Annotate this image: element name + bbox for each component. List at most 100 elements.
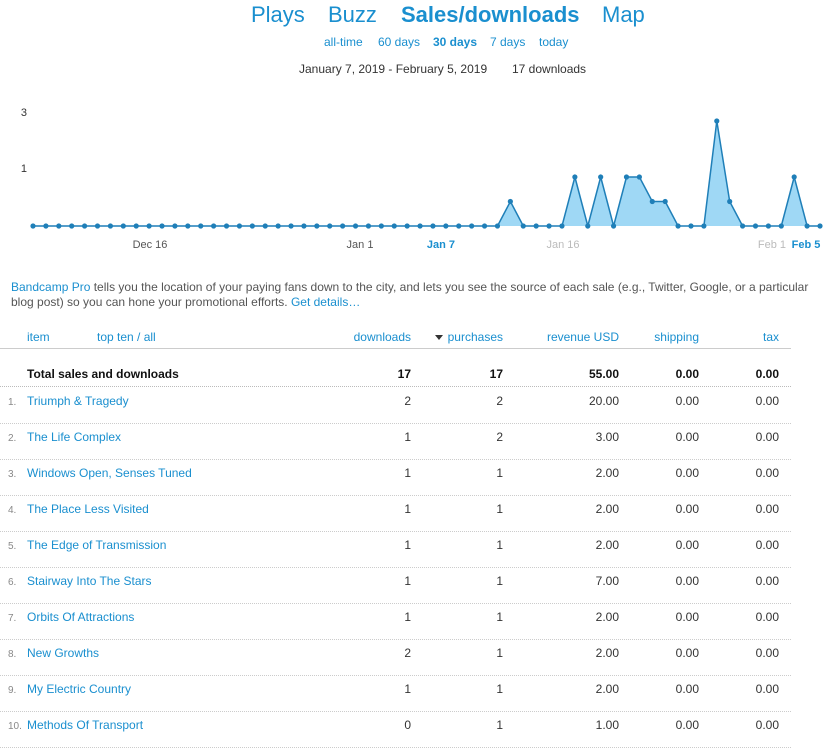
col-item[interactable]: item [27,330,50,344]
chart-point [714,118,720,124]
chart-point [765,223,771,229]
row-tax: 0.00 [755,502,779,516]
chart-point [82,223,88,229]
sort-desc-icon [434,335,443,340]
row-revenue: 7.00 [595,574,619,588]
chart-point [546,223,552,229]
main-tabs: Plays Buzz Sales/downloads Map [0,0,828,34]
tab-sales-downloads[interactable]: Sales/downloads [401,2,580,27]
chart-point [507,198,513,205]
row-title-link[interactable]: The Place Less Visited [27,502,149,516]
range-60-days[interactable]: 60 days [378,35,421,49]
chart-point [804,223,810,229]
row-title-link[interactable]: Methods Of Transport [27,718,144,732]
tab-buzz[interactable]: Buzz [328,2,377,27]
chart-point [69,223,75,229]
bandcamp-pro-link[interactable]: Bandcamp Pro [11,280,91,294]
range-7-days[interactable]: 7 days [490,35,526,49]
chart-point [701,223,707,229]
chart-point [585,223,591,229]
chart-point [107,223,114,229]
row-title-link[interactable]: New Growths [27,646,100,660]
row-title-link[interactable]: My Electric Country [27,682,132,696]
row-downloads: 2 [404,394,411,408]
tab-plays[interactable]: Plays [251,2,305,27]
total-revenue: 55.00 [588,367,619,381]
chart-point [494,223,501,229]
row-downloads: 0 [404,718,411,732]
row-downloads: 1 [404,466,411,480]
row-purchases: 2 [496,394,503,408]
row-title-link[interactable]: Orbits Of Attractions [27,610,135,624]
row-purchases: 1 [496,646,503,660]
chart-point [778,223,784,229]
chart-point [198,223,204,229]
table-row: 10. Methods Of Transport 0 1 1.00 0.00 0.00 [0,711,791,748]
row-revenue: 20.00 [588,394,619,408]
row-revenue: 2.00 [595,682,619,696]
range-today[interactable]: today [539,35,569,49]
row-purchases: 1 [496,502,503,516]
col-top-ten-all[interactable]: top ten / all [97,330,156,344]
col-shipping[interactable]: shipping [654,330,699,344]
row-title-link[interactable]: The Life Complex [27,430,122,444]
chart-point [649,198,655,205]
chart-point [365,223,372,229]
row-revenue: 3.00 [595,430,619,444]
row-number: 9. [8,685,17,696]
range-all-time[interactable]: all-time [324,35,363,49]
table-row: 1. Triumph & Tragedy 2 2 20.00 0.00 0.00 [0,387,791,424]
col-purchases[interactable]: purchases [434,330,503,344]
row-shipping: 0.00 [675,718,699,732]
chart-point [791,174,797,180]
row-revenue: 2.00 [595,538,619,552]
chart-point [636,174,642,180]
col-tax[interactable]: tax [762,330,779,344]
row-number: 6. [8,577,17,588]
chart-point [301,223,307,229]
row-shipping: 0.00 [675,394,699,408]
chart-point [185,223,191,229]
chart-point [623,174,630,180]
row-shipping: 0.00 [675,682,699,696]
col-revenue[interactable]: revenue USD [546,330,619,344]
row-downloads: 1 [404,502,411,516]
row-purchases: 1 [496,538,503,552]
chart-point [159,223,165,229]
table-row: 3. Windows Open, Senses Tuned 1 1 2.00 0.00 0.… [0,459,791,496]
chart-point [262,223,268,229]
chart-point [559,223,565,229]
table-header: item top ten / all downloads purchases r… [0,326,791,349]
chart-point [327,223,333,229]
pro-note-text: tells you the location of your paying fa… [11,280,809,309]
chart-point [404,223,410,229]
total-label: Total sales and downloads [27,367,179,381]
row-revenue: 1.00 [595,718,619,732]
row-title-link[interactable]: Triumph & Tragedy [27,394,129,408]
chart-point [314,223,320,229]
chart-point [288,223,294,229]
row-revenue: 2.00 [595,466,619,480]
row-number: 5. [8,541,17,552]
range-30-days[interactable]: 30 days [433,35,478,49]
row-title-link[interactable]: Stairway Into The Stars [27,574,152,588]
tab-map[interactable]: Map [602,2,645,27]
chart-point [120,223,126,229]
x-tick-label: Jan 7 [427,239,455,251]
chart-point [43,223,49,229]
row-title-link[interactable]: Windows Open, Senses Tuned [27,466,192,480]
row-shipping: 0.00 [675,502,699,516]
table-row: 8. New Growths 2 1 2.00 0.00 0.00 [0,639,791,676]
row-title-link[interactable]: The Edge of Transmission [27,538,167,552]
row-tax: 0.00 [755,574,779,588]
downloads-count: 17 downloads [512,62,587,76]
get-details-link[interactable]: Get details… [290,295,361,309]
chart-point [236,223,243,229]
row-number: 7. [8,613,17,624]
row-purchases: 1 [496,718,503,732]
row-revenue: 2.00 [595,610,619,624]
x-tick-label: Dec 16 [133,239,168,251]
table-row: 7. Orbits Of Attractions 1 1 2.00 0.00 0.00 [0,603,791,640]
col-downloads[interactable]: downloads [353,330,411,344]
chart-point [417,223,423,229]
